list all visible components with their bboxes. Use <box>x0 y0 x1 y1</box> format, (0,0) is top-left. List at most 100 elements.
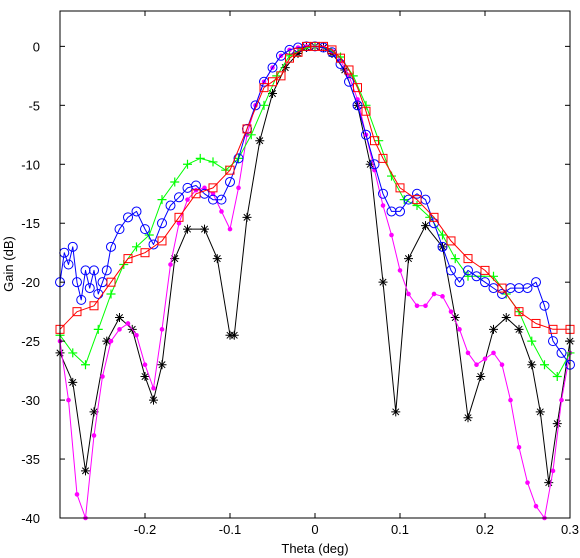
series-0-point <box>378 277 388 287</box>
series-0-point <box>391 407 401 417</box>
series-3-point <box>89 265 99 276</box>
y-tick-label: -25 <box>21 334 40 349</box>
series-2-point <box>259 100 269 110</box>
series-1-point <box>91 433 97 438</box>
series-2-point <box>170 177 180 187</box>
series-1-point <box>168 262 173 267</box>
x-tick-label: -0.2 <box>134 522 156 537</box>
series-1-point <box>491 350 496 356</box>
series-3-point <box>76 294 87 305</box>
series-0-point <box>89 407 99 417</box>
series-1-point <box>559 397 564 403</box>
series-4-point <box>344 65 354 75</box>
series-0-point <box>149 395 158 405</box>
series-1-point <box>159 327 165 332</box>
series-3-point <box>352 100 363 111</box>
series-1-point <box>414 303 420 309</box>
series-1-point <box>533 503 539 509</box>
series-4-point <box>106 277 116 287</box>
series-4-point <box>548 324 558 334</box>
series-3-point <box>361 129 371 140</box>
series-1-point <box>457 327 462 332</box>
series-2-point <box>412 201 422 211</box>
series-3-point <box>267 62 278 73</box>
series-4-point <box>285 53 294 63</box>
series-2-point <box>93 324 103 334</box>
series-0-point <box>242 212 252 222</box>
series-1-point <box>176 220 182 226</box>
y-tick-label: -5 <box>28 98 40 113</box>
series-4-point <box>72 307 82 317</box>
x-tick-label: 0 <box>311 522 318 537</box>
series-0-point <box>115 313 124 323</box>
series-2-point <box>195 153 205 163</box>
series-3-point <box>123 212 133 223</box>
series-4-point <box>480 265 490 275</box>
series-0-point <box>157 360 167 370</box>
series-4-point <box>89 301 99 311</box>
series-0-point <box>229 330 239 340</box>
series-3-point <box>72 277 82 288</box>
series-0-point <box>255 136 265 146</box>
series-1-point <box>525 480 530 485</box>
series-4-point <box>463 254 473 264</box>
series-1-point <box>423 303 428 309</box>
series-4-line <box>59 45 570 330</box>
series-4-point <box>225 165 235 175</box>
series-3-point <box>174 192 184 203</box>
series-1-point <box>74 492 80 497</box>
y-tick-label: -40 <box>21 511 40 526</box>
series-0-point <box>102 336 112 346</box>
series-0-point <box>552 419 562 429</box>
series-0-point <box>404 254 413 264</box>
series-2-point <box>81 360 90 370</box>
series-1-point <box>431 291 437 297</box>
series-4-point <box>123 254 133 264</box>
series-layer <box>55 41 575 521</box>
series-3-point <box>233 153 244 164</box>
series-4-point <box>208 183 218 193</box>
series-4-point <box>361 106 371 116</box>
series-0-point <box>183 224 192 234</box>
series-2-point <box>208 157 218 167</box>
series-2-point <box>540 360 549 370</box>
series-3-point <box>84 283 95 294</box>
series-1-point <box>397 268 403 273</box>
series-0-point <box>200 224 209 234</box>
x-axis-title: Theta (deg) <box>281 541 348 556</box>
series-1-point <box>448 309 454 314</box>
series-3-point <box>480 277 490 288</box>
series-1-line <box>59 45 571 519</box>
series-3-point <box>225 176 235 187</box>
series-0-point <box>476 372 486 382</box>
series-3-group <box>55 41 575 370</box>
series-0-point <box>514 324 524 334</box>
series-1-point <box>66 397 71 403</box>
series-0-group <box>55 41 575 488</box>
x-tick-label: 0.1 <box>391 522 409 537</box>
series-3-point <box>165 200 176 211</box>
series-2-point <box>552 372 562 382</box>
series-3-point <box>446 265 456 276</box>
series-1-point <box>499 362 505 368</box>
series-4-point <box>412 195 422 205</box>
series-0-point <box>268 89 277 99</box>
series-1-point <box>134 332 139 338</box>
series-2-point <box>68 348 78 358</box>
series-3-point <box>106 241 116 252</box>
series-3-point <box>522 283 533 294</box>
series-1-point <box>142 362 148 368</box>
series-3-point <box>556 347 567 358</box>
series-3-point <box>454 277 465 288</box>
series-0-point <box>450 313 460 323</box>
series-3-point <box>63 259 74 270</box>
series-1-point <box>389 232 394 238</box>
series-1-point <box>440 294 445 299</box>
series-0-point <box>535 407 545 417</box>
series-3-point <box>250 100 261 111</box>
series-0-point <box>489 324 498 334</box>
series-0-point <box>501 313 511 323</box>
series-3-point <box>101 265 112 276</box>
y-tick-label: -10 <box>21 157 40 172</box>
x-tick-label: -0.1 <box>219 522 241 537</box>
